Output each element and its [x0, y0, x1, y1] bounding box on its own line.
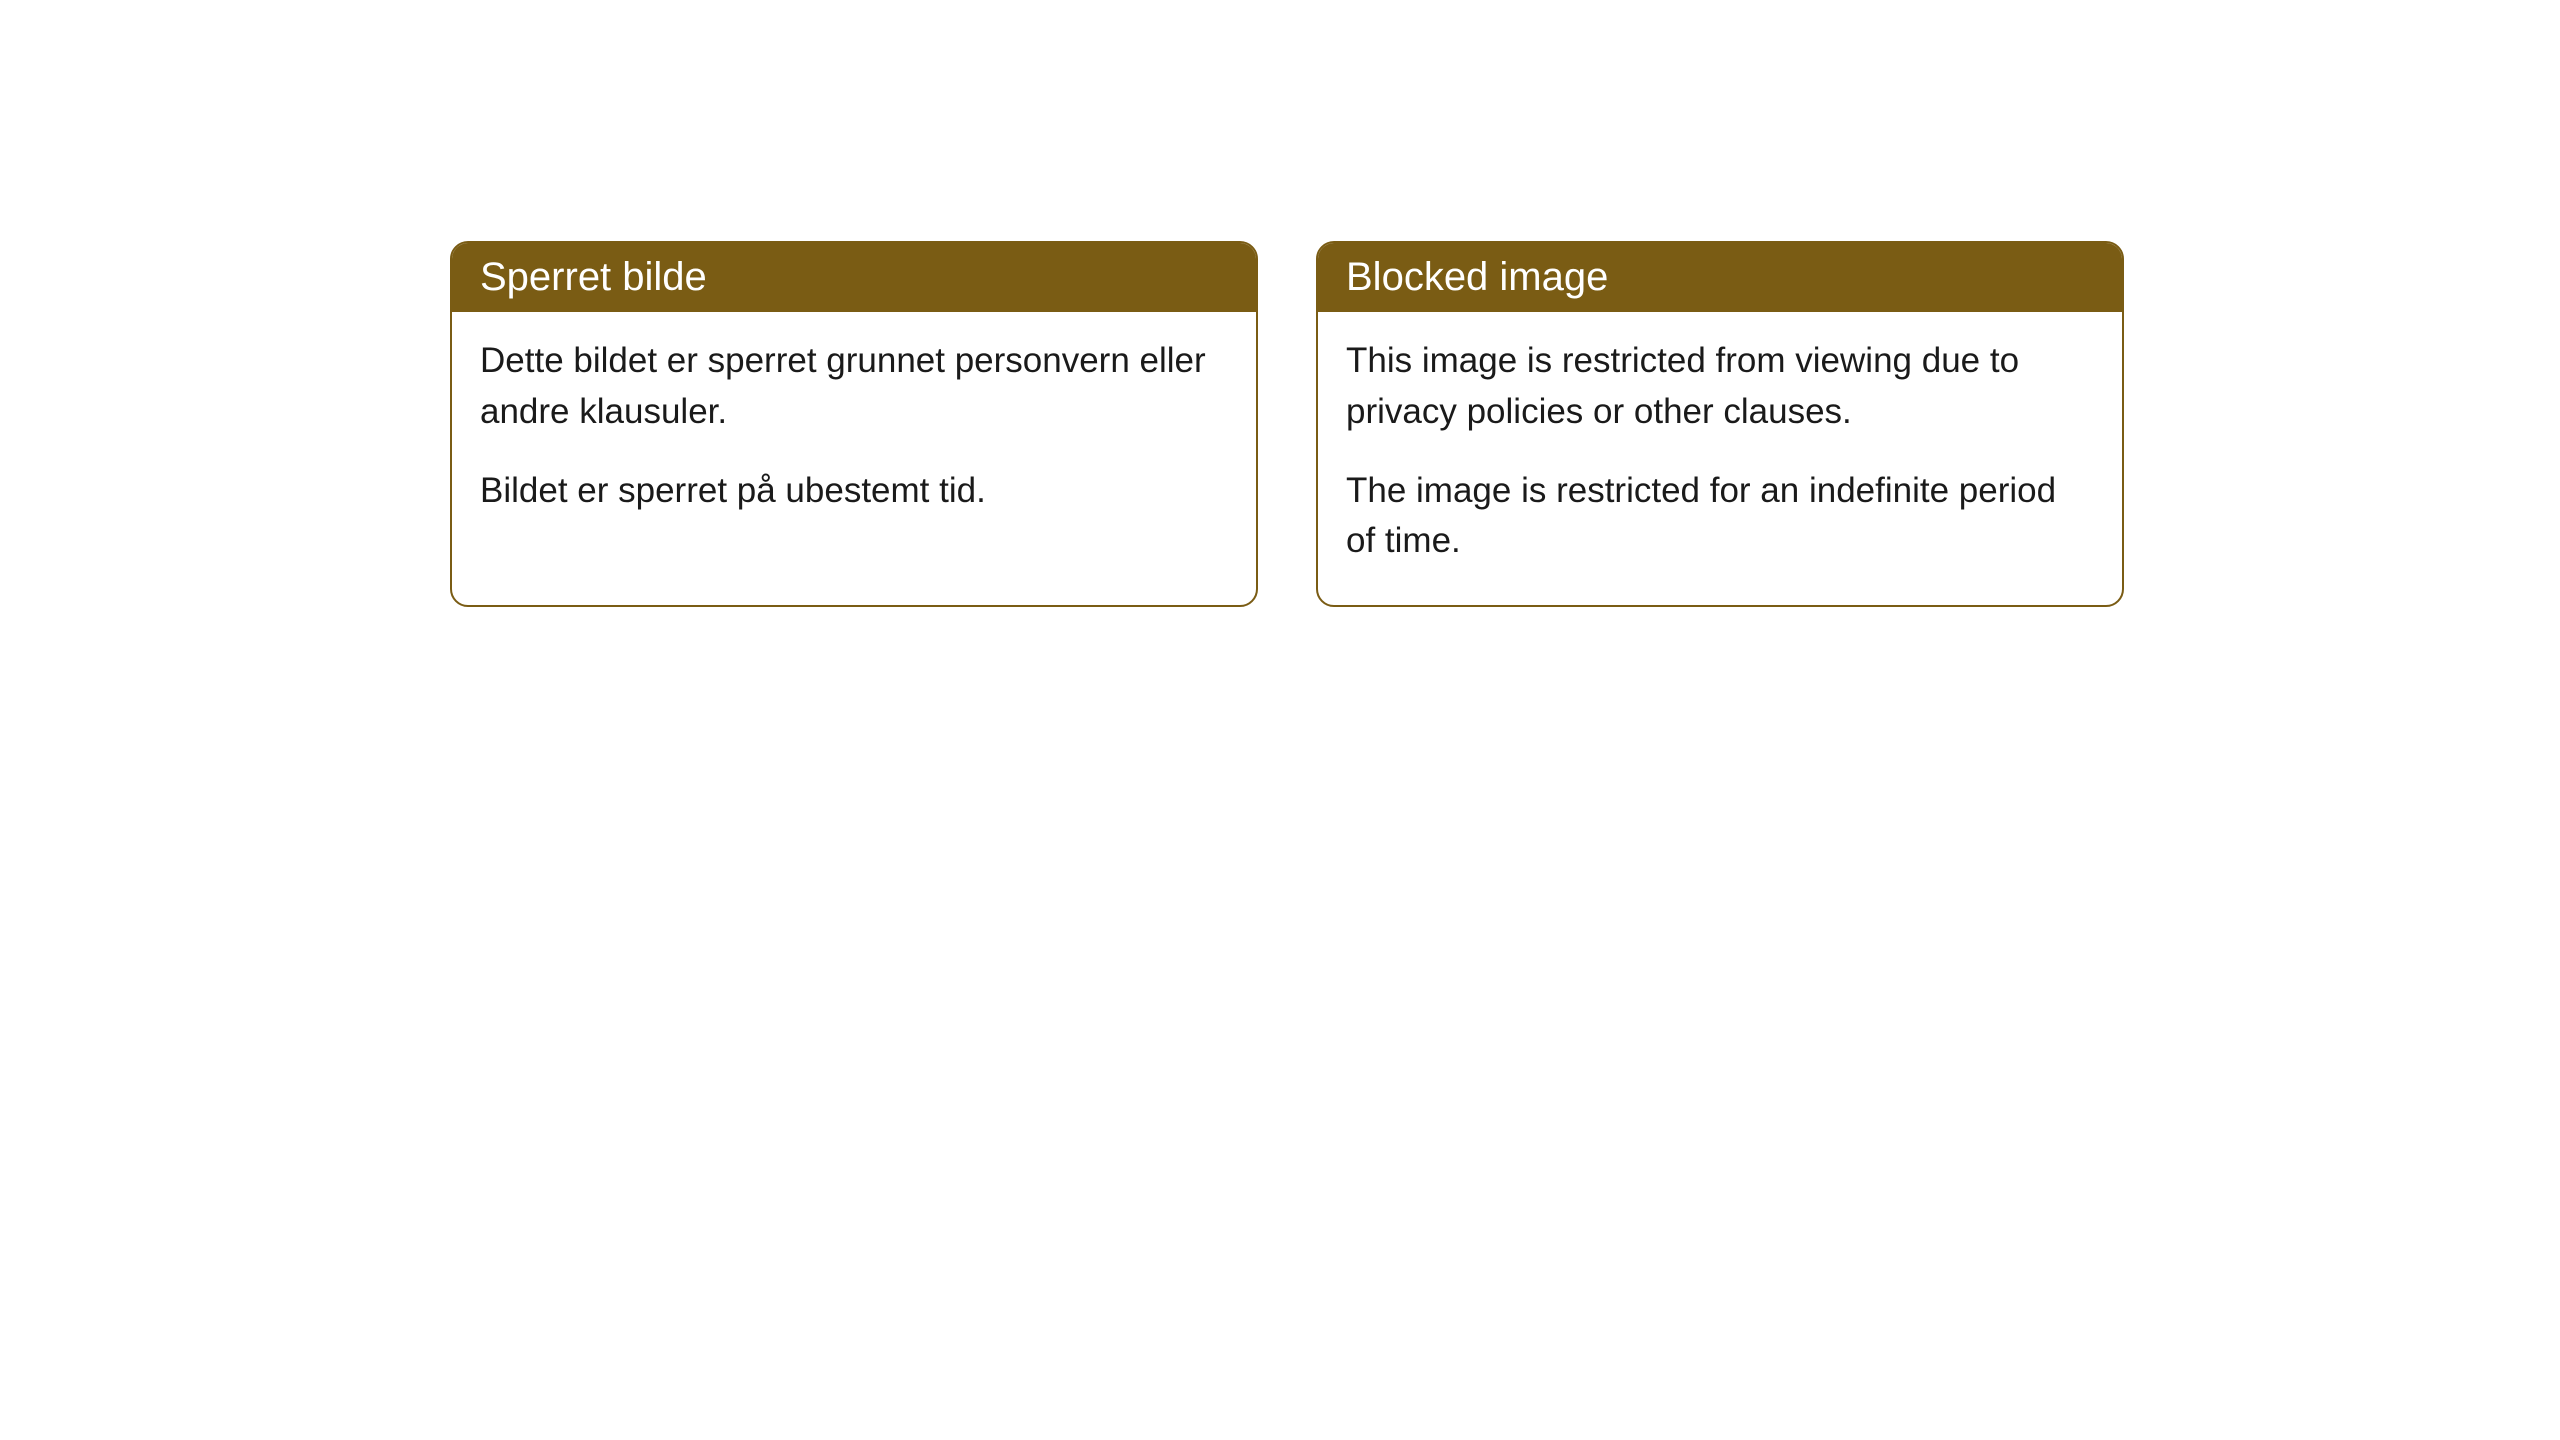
card-title: Blocked image [1346, 255, 1608, 299]
card-body-english: This image is restricted from viewing du… [1318, 312, 2122, 605]
card-body-norwegian: Dette bildet er sperret grunnet personve… [452, 312, 1256, 554]
notice-cards-container: Sperret bilde Dette bildet er sperret gr… [450, 241, 2124, 607]
notice-card-norwegian: Sperret bilde Dette bildet er sperret gr… [450, 241, 1258, 607]
card-header-english: Blocked image [1318, 243, 2122, 312]
card-header-norwegian: Sperret bilde [452, 243, 1256, 312]
card-paragraph-1: Dette bildet er sperret grunnet personve… [480, 336, 1228, 438]
card-paragraph-2: Bildet er sperret på ubestemt tid. [480, 466, 1228, 517]
card-title: Sperret bilde [480, 255, 707, 299]
notice-card-english: Blocked image This image is restricted f… [1316, 241, 2124, 607]
card-paragraph-1: This image is restricted from viewing du… [1346, 336, 2094, 438]
card-paragraph-2: The image is restricted for an indefinit… [1346, 466, 2094, 568]
